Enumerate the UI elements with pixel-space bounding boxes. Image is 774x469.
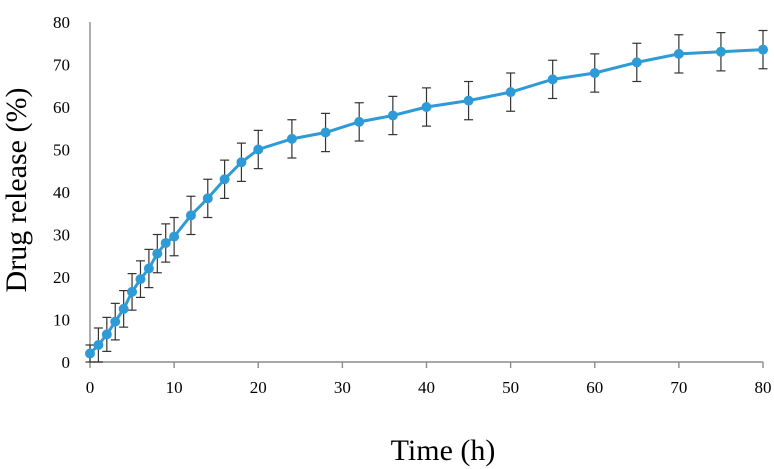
data-point [160,238,171,248]
x-axis: 0 10 20 30 40 50 60 70 80 [86,361,772,397]
x-tick-label: 40 [418,378,435,397]
data-point [505,87,516,98]
x-tick-label: 50 [502,378,519,397]
x-tick-label: 60 [586,378,603,397]
y-tick-label: 80 [53,13,70,32]
data-point [715,46,726,57]
data-point [135,274,146,285]
x-tick-label: 30 [334,378,351,397]
data-point [253,144,264,155]
data-point [320,127,331,138]
data-point [185,210,196,221]
y-axis: 0 10 20 30 40 50 60 70 80 [53,13,91,372]
data-point [354,116,365,127]
data-point [673,48,684,59]
data-point [387,110,398,121]
x-axis-title: Time (h) [391,434,496,467]
data-point [758,44,768,55]
data-point [143,263,154,274]
x-tick-label: 80 [755,378,772,397]
y-tick-label: 50 [53,141,70,160]
data-point [202,193,213,204]
x-tick-label: 10 [166,378,183,397]
y-tick-label: 20 [53,268,70,287]
x-tick-label: 0 [86,378,95,397]
x-tick-label: 70 [670,378,687,397]
data-point [631,57,642,68]
data-point [169,231,180,242]
y-axis-title: Drug release (%) [0,88,33,293]
data-point [85,348,95,359]
y-tick-label: 40 [53,183,70,202]
y-tick-label: 70 [53,56,70,75]
data-point [421,102,432,112]
y-tick-label: 10 [53,311,70,330]
data-point [236,157,247,168]
data-point [219,174,230,185]
data-point [118,303,129,314]
error-bars [85,29,768,363]
data-point [101,329,112,340]
data-point [93,340,104,350]
data-point [152,248,163,259]
series [85,44,768,359]
data-point [463,95,474,106]
data-point [547,74,558,85]
y-tick-label: 0 [62,353,71,372]
data-point [589,68,600,78]
data-point [286,133,297,144]
y-tick-label: 30 [53,226,70,245]
y-tick-label: 60 [53,98,70,117]
data-point [110,316,121,327]
data-point [127,286,138,297]
x-tick-label: 20 [250,378,267,397]
